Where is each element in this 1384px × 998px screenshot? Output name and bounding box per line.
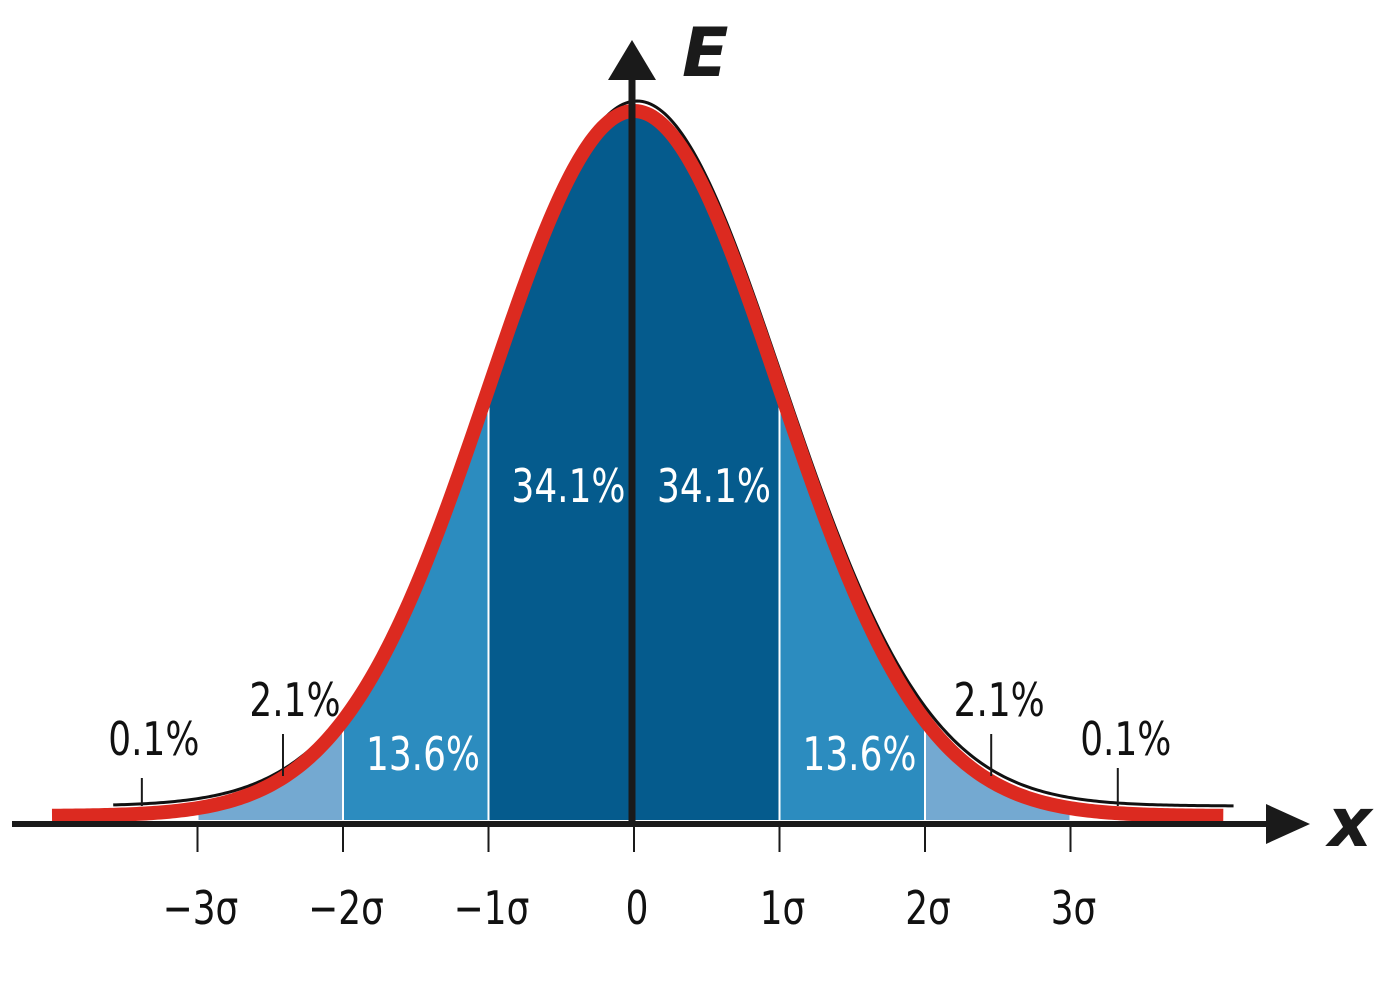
band-label: 2.1%	[249, 674, 340, 728]
band-label: 13.6%	[366, 728, 480, 782]
y-axis-arrow	[608, 40, 656, 80]
axes: x E	[12, 14, 1374, 863]
band-label: 34.1%	[657, 460, 771, 514]
band-label: 13.6%	[803, 728, 917, 782]
density-curve	[51, 104, 1224, 823]
x-ticks: −3σ −2σ −1σ 0 1σ 2σ 3σ	[163, 826, 1097, 936]
band-label: 0.1%	[108, 713, 199, 767]
x-axis-label: x	[1325, 784, 1374, 863]
band-6	[925, 724, 1071, 820]
band-labels: 0.1% 2.1% 13.6% 34.1% 34.1% 13.6% 2.1% 0.1%	[108, 460, 1171, 806]
band-label: 0.1%	[1080, 713, 1171, 767]
x-tick-label: 1σ	[760, 882, 806, 936]
x-tick-label: −2σ	[308, 882, 384, 936]
x-axis-arrow	[1266, 804, 1310, 844]
band-1	[197, 724, 343, 820]
x-tick-label: 3σ	[1051, 882, 1097, 936]
curve-layer	[51, 99, 1234, 823]
x-tick-label: 0	[626, 882, 649, 936]
band-dividers	[196, 395, 1072, 820]
band-label: 34.1%	[512, 460, 626, 514]
y-axis-label: E	[682, 14, 728, 93]
x-tick-label: −1σ	[454, 882, 530, 936]
x-tick-label: −3σ	[163, 882, 239, 936]
x-tick-label: 2σ	[905, 882, 951, 936]
band-label: 2.1%	[954, 674, 1045, 728]
